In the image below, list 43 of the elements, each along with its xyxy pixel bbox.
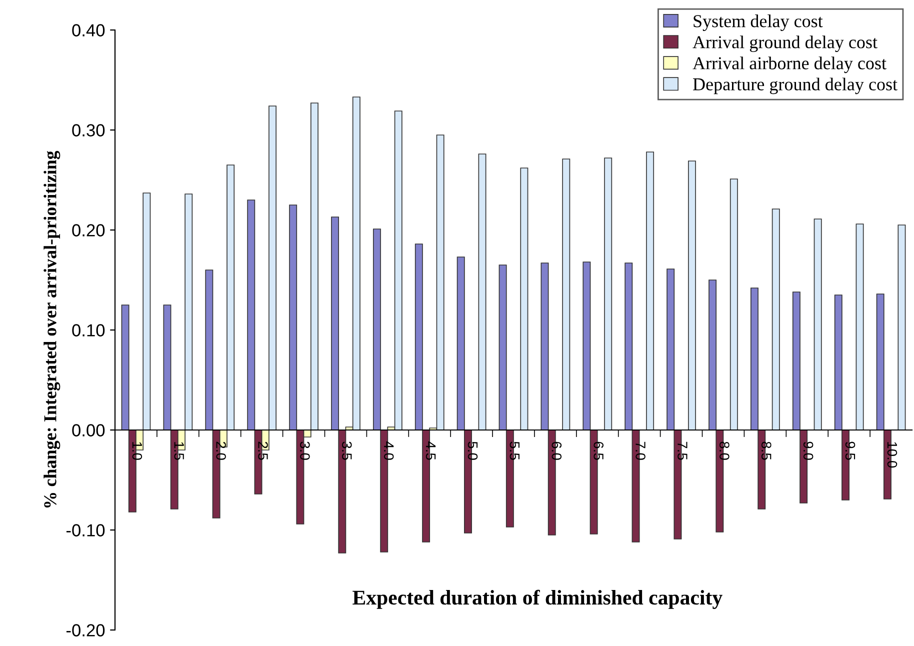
x-tick-label: 8.5	[761, 442, 772, 460]
bar	[814, 218, 822, 430]
y-tick-label: 0.40	[72, 24, 105, 36]
y-tick-label: 0.10	[72, 324, 105, 336]
y-tick-label: -0.10	[66, 524, 105, 536]
x-tick-label: 1.5	[174, 442, 184, 460]
legend-label: System delay cost	[694, 14, 823, 31]
x-tick-label: 7.5	[678, 442, 688, 460]
x-axis-title: Expected duration of diminished capacity	[352, 590, 722, 609]
x-tick-label: 8.0	[720, 442, 730, 460]
y-tick-label: 0.00	[72, 424, 105, 436]
x-tick-label: 10.0	[887, 442, 898, 468]
x-tick-label: 4.0	[384, 441, 394, 460]
bar	[730, 178, 738, 430]
y-tick-label: 0.30	[72, 124, 105, 136]
y-tick-label: 0.20	[72, 224, 105, 236]
bar	[478, 154, 486, 430]
x-tick-label: 6.0	[552, 442, 562, 460]
bar	[898, 224, 906, 430]
x-tick-label: 4.5	[426, 441, 436, 460]
bar	[772, 208, 780, 430]
x-tick-label: 2.0	[216, 442, 226, 460]
x-tick-label: 2.5	[258, 442, 268, 460]
x-tick-label: 5.5	[510, 442, 520, 460]
x-tick-label: 7.0	[636, 442, 646, 460]
x-tick-label: 9.5	[845, 442, 856, 460]
x-tick-label: 3.5	[342, 442, 352, 460]
x-tick-label: 1.0	[132, 442, 142, 460]
y-axis-title: % change: Integrated over arrival-prioritizing	[44, 150, 60, 508]
bar	[520, 168, 528, 430]
x-tick-label: 9.0	[803, 442, 814, 460]
x-tick-label: 3.0	[300, 442, 310, 460]
bar	[856, 224, 864, 430]
x-tick-label: 5.0	[468, 442, 478, 460]
x-tick-label: 6.5	[594, 442, 604, 460]
y-tick-label: -0.20	[66, 624, 105, 636]
bar	[646, 152, 654, 430]
bar	[688, 160, 696, 430]
bar	[562, 158, 570, 430]
bar	[604, 158, 612, 430]
legend-label: Arrival ground delay cost	[692, 36, 878, 52]
legend-label: Arrival airborne delay cost	[692, 56, 886, 74]
legend-label: Departure ground delay cost	[693, 78, 898, 94]
